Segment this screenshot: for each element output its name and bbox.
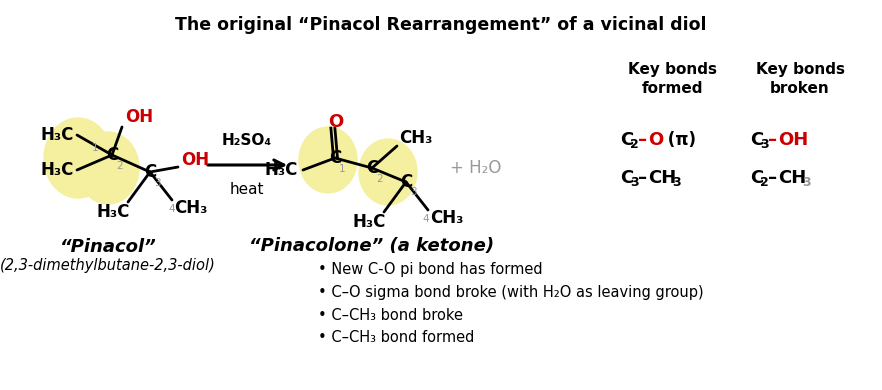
Text: (π): (π) [662, 131, 696, 149]
Text: H₃C: H₃C [40, 126, 73, 144]
Text: 2: 2 [116, 161, 123, 171]
Text: CH₃: CH₃ [399, 129, 432, 147]
Text: –: – [638, 169, 647, 187]
Ellipse shape [299, 127, 357, 193]
Text: –: – [768, 169, 777, 187]
Text: CH: CH [778, 169, 806, 187]
Text: 1: 1 [339, 164, 346, 174]
Text: • C–CH₃ bond broke: • C–CH₃ bond broke [318, 308, 463, 323]
Text: C: C [750, 169, 763, 187]
Text: –: – [768, 131, 777, 149]
Text: OH: OH [125, 108, 153, 126]
Text: • C–CH₃ bond formed: • C–CH₃ bond formed [318, 330, 475, 345]
Text: C: C [400, 173, 412, 191]
Text: 3: 3 [760, 138, 768, 151]
Text: O: O [328, 113, 344, 131]
Ellipse shape [359, 139, 417, 205]
Text: OH: OH [778, 131, 808, 149]
Text: heat: heat [229, 182, 265, 197]
Text: H₃C: H₃C [96, 203, 130, 221]
Text: • C–O sigma bond broke (with H₂O as leaving group): • C–O sigma bond broke (with H₂O as leav… [318, 285, 704, 300]
Text: 2: 2 [630, 138, 639, 151]
Text: + H₂O: + H₂O [450, 159, 501, 177]
Text: 2: 2 [376, 174, 383, 184]
Text: 3: 3 [410, 187, 416, 197]
Text: C: C [620, 131, 633, 149]
Text: “Pinacolone” (a ketone): “Pinacolone” (a ketone) [250, 237, 495, 255]
Text: H₃C: H₃C [265, 161, 298, 179]
Text: C: C [750, 131, 763, 149]
Text: C: C [106, 146, 118, 164]
Text: Key bonds
broken: Key bonds broken [756, 62, 844, 96]
Text: OH: OH [181, 151, 209, 169]
Text: The original “Pinacol Rearrangement” of a vicinal diol: The original “Pinacol Rearrangement” of … [176, 16, 706, 34]
Text: 1: 1 [92, 143, 99, 153]
Text: CH: CH [648, 169, 676, 187]
Text: O: O [648, 131, 663, 149]
Text: H₃C: H₃C [40, 161, 73, 179]
Text: C: C [144, 163, 156, 181]
Text: Key bonds
formed: Key bonds formed [627, 62, 716, 96]
Ellipse shape [77, 132, 139, 204]
Text: 4: 4 [168, 204, 175, 214]
Ellipse shape [44, 118, 112, 198]
Text: 4: 4 [422, 214, 429, 224]
Text: –: – [638, 131, 647, 149]
Text: C: C [620, 169, 633, 187]
Text: 3: 3 [802, 176, 811, 188]
Text: • New C-O pi bond has formed: • New C-O pi bond has formed [318, 262, 542, 277]
Text: 3: 3 [154, 178, 161, 188]
Text: H₂SO₄: H₂SO₄ [222, 133, 272, 148]
Text: (2,3-dimethylbutane-2,3-diol): (2,3-dimethylbutane-2,3-diol) [0, 258, 216, 273]
Text: 3: 3 [672, 176, 681, 188]
Text: H₃C: H₃C [352, 213, 385, 231]
Text: 3: 3 [630, 176, 639, 188]
Text: CH₃: CH₃ [174, 199, 207, 217]
Text: CH₃: CH₃ [430, 209, 463, 227]
Text: C: C [329, 149, 341, 167]
Text: 2: 2 [760, 176, 769, 188]
Text: “Pinacol”: “Pinacol” [60, 238, 156, 256]
Text: C: C [366, 159, 378, 177]
